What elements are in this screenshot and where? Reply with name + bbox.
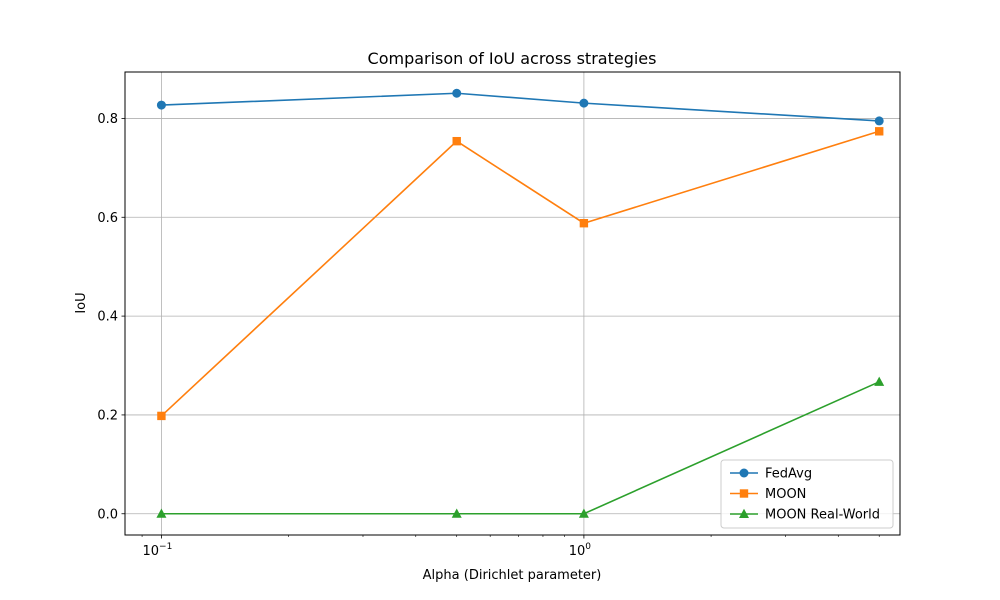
- legend-marker: [739, 489, 749, 498]
- data-point: [157, 411, 166, 421]
- data-point: [452, 88, 462, 98]
- plot-area-frame: [124, 71, 901, 536]
- legend-entry: MOON: [730, 487, 806, 502]
- y-tick-label: 0.6: [97, 211, 118, 226]
- x-tick-label: 10−1: [142, 542, 172, 559]
- series-layer: [156, 88, 885, 518]
- legend-entry: FedAvg: [730, 467, 812, 482]
- legend-entry: MOON Real-World: [730, 508, 880, 523]
- data-point: [452, 136, 461, 146]
- series-line: [161, 381, 880, 515]
- series-line: [161, 92, 880, 122]
- data-point: [579, 219, 589, 228]
- legend-label: MOON: [765, 487, 806, 502]
- legend-marker: [739, 468, 749, 478]
- y-tick-label: 0.0: [97, 507, 118, 522]
- series-line: [160, 130, 880, 417]
- series-moon-real-world: [156, 376, 885, 518]
- data-point: [156, 100, 166, 110]
- data-point: [874, 376, 885, 386]
- data-point: [156, 508, 167, 518]
- x-tick-label: 100: [569, 542, 592, 559]
- y-tick-label: 0.4: [97, 310, 118, 325]
- x-axis-label: Alpha (Dirichlet parameter): [423, 568, 602, 583]
- chart-title: Comparison of IoU across strategies: [368, 49, 657, 68]
- y-axis: 0.0 0.2 0.4 0.6 0.8: [97, 112, 125, 522]
- x-axis: 10−1 100: [141, 535, 880, 559]
- legend-marker: [739, 508, 749, 518]
- y-tick-label: 0.8: [97, 112, 118, 127]
- legend-label: FedAvg: [765, 467, 812, 482]
- legend-box: [720, 459, 894, 529]
- series-moon: [157, 127, 884, 421]
- data-point: [451, 508, 462, 518]
- data-point: [875, 127, 884, 136]
- y-tick-label: 0.2: [97, 408, 118, 423]
- y-axis-label: IoU: [74, 292, 89, 313]
- legend-label: MOON Real-World: [765, 508, 880, 523]
- data-point: [579, 98, 589, 108]
- legend: FedAvg MOON MOON Real-World: [720, 459, 894, 529]
- data-point: [874, 116, 884, 126]
- data-point: [578, 508, 589, 518]
- series-fedavg: [156, 88, 884, 126]
